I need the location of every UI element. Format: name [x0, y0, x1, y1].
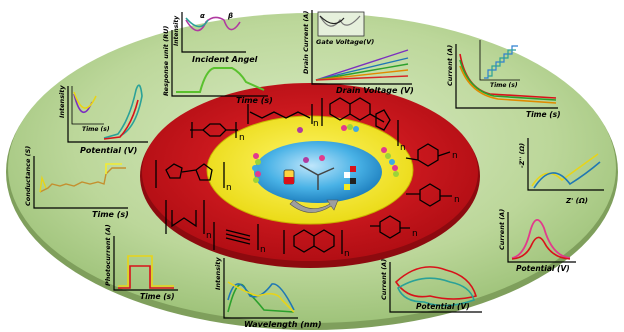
ecl-ylabel: Intensity — [58, 85, 66, 118]
panel-amperometry: Time (s) Time (s) Current (A) — [446, 40, 561, 119]
panel-dpv: Potential (V) Current (A) — [498, 209, 576, 273]
panel-fet: Gate Voltage(V) Drain Voltage (V) Drain … — [302, 10, 414, 95]
cv-xlabel: Potential (V) — [416, 302, 470, 311]
blue-center — [254, 141, 382, 203]
subscript-n: n — [452, 151, 458, 161]
bead-chain-left — [252, 153, 261, 183]
benzene-unit-2 — [405, 143, 451, 167]
subscript-n: n — [400, 143, 406, 153]
response-ylabel: Response unit (RU) — [162, 26, 170, 96]
cv-ylabel: Current (A) — [380, 259, 388, 300]
subscript-n: n — [206, 231, 212, 241]
fet-xlabel: Drain Voltage (V) — [336, 86, 414, 95]
panel-spectra: Wavelength (nm) Intensity — [214, 257, 322, 329]
bead-chain-top — [297, 124, 359, 133]
photocurrent-ylabel: Photocurrent (A) — [104, 224, 112, 286]
impedance-ylabel: -Z'' (Ω) — [518, 143, 526, 168]
subscript-n: n — [344, 249, 350, 259]
panel-photocurrent: Time (s) Photocurrent (A) — [104, 224, 178, 301]
subscript-n: n — [226, 183, 232, 193]
vinylene-unit — [165, 200, 205, 234]
response-xlabel: Time (s) — [236, 96, 273, 105]
dpv-xlabel: Potential (V) — [516, 264, 570, 273]
spr-ylabel: Intensity — [173, 15, 180, 46]
panel-cv: Potential (V) Current (A) — [380, 259, 482, 313]
naphthalene-unit — [283, 229, 343, 254]
thiophene-unit — [155, 160, 225, 188]
repeat-subscripts: n n n n n n n n n n — [206, 119, 460, 259]
amperometry-ylabel: Current (A) — [446, 45, 454, 86]
panel-impedance: Z' (Ω) -Z'' (Ω) — [518, 138, 604, 205]
amperometry-inset-xlabel: Time (s) — [490, 82, 518, 89]
fet-ylabel: Drain Current (A) — [302, 11, 310, 74]
photocurrent-xlabel: Time (s) — [140, 292, 175, 301]
conductance-ylabel: Conductance (S) — [24, 146, 32, 206]
conductance-xlabel: Time (s) — [92, 210, 129, 219]
spr-xlabel: Incident Angel — [192, 55, 258, 64]
benzene-unit-3 — [406, 183, 452, 207]
subscript-n: n — [239, 133, 245, 143]
subscript-n: n — [454, 195, 460, 205]
fused-ring-unit — [321, 97, 399, 146]
spectra-ylabel: Intensity — [214, 257, 222, 290]
center-molecule-icon — [283, 155, 356, 190]
cycle-arrow-icon — [289, 199, 339, 213]
benzene-unit-1 — [190, 122, 238, 138]
spr-mark-alpha: α — [200, 12, 205, 20]
bead-chain-right — [381, 147, 399, 177]
alkyne-unit — [213, 222, 259, 250]
panel-ecl: Time (s) Potential (V) Intensity — [58, 84, 148, 155]
impedance-xlabel: Z' (Ω) — [565, 197, 588, 205]
subscript-n: n — [260, 245, 266, 255]
polyacetylene-unit — [247, 104, 313, 124]
polymer-structures — [155, 97, 452, 254]
ecl-inset-xlabel: Time (s) — [82, 126, 110, 133]
fet-inset-label: Gate Voltage(V) — [316, 38, 374, 46]
subscript-n: n — [412, 229, 418, 239]
amperometry-xlabel: Time (s) — [526, 110, 561, 119]
subscript-n: n — [313, 119, 319, 129]
panel-conductance: Time (s) Conductance (S) — [24, 146, 129, 219]
spectra-xlabel: Wavelength (nm) — [244, 320, 322, 329]
spr-mark-beta: β — [227, 12, 233, 20]
ecl-xlabel: Potential (V) — [80, 146, 137, 155]
panel-spr: α β Incident Angel Intensity — [173, 12, 258, 64]
panel-response: Time (s) Response unit (RU) — [162, 26, 273, 105]
dpv-ylabel: Current (A) — [498, 209, 506, 250]
benzene-unit-4 — [370, 215, 410, 239]
